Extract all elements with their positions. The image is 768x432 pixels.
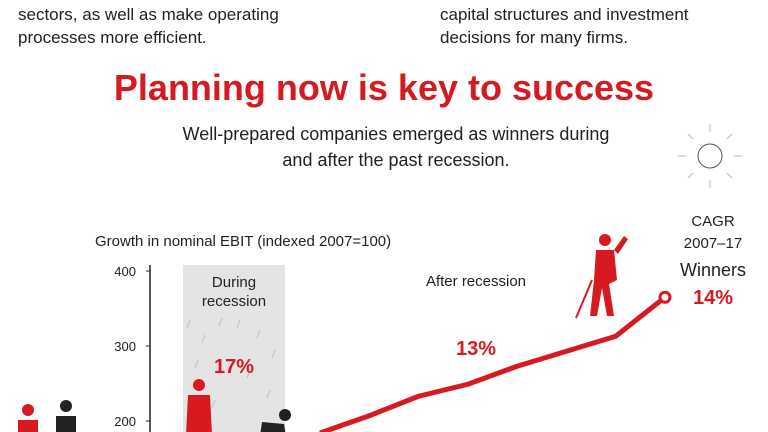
line [319,295,667,432]
sun-icon [678,124,742,188]
annotation-value: 17% [214,356,254,378]
y-tick-label: 200 [114,414,136,429]
y-tick-label: 400 [114,264,136,279]
annotation: 2007–17 [684,235,742,252]
subtitle: Well-prepared companies emerged as winne… [183,124,610,144]
rain [186,317,276,409]
annotation: After recession [426,273,526,290]
end-point [658,290,672,304]
annotation-value: 13% [456,338,496,360]
annotation: CAGR [691,213,735,230]
y-tick-label: 300 [114,339,136,354]
header-text: sectors, as well as make operating [18,5,279,24]
header-text: decisions for many firms. [440,28,628,47]
annotation-value: 14% [693,287,733,309]
annotation: recession [202,293,266,310]
subtitle: and after the past recession. [282,150,509,170]
annotation: During [212,274,256,291]
legend-label: Winners [680,260,746,280]
chart-title: Planning now is key to success [114,67,654,108]
hiker-icons [18,234,628,432]
header-text: processes more efficient. [18,28,207,47]
header-text: capital structures and investment [440,5,689,24]
y-axis-label: Growth in nominal EBIT (indexed 2007=100… [95,233,391,250]
